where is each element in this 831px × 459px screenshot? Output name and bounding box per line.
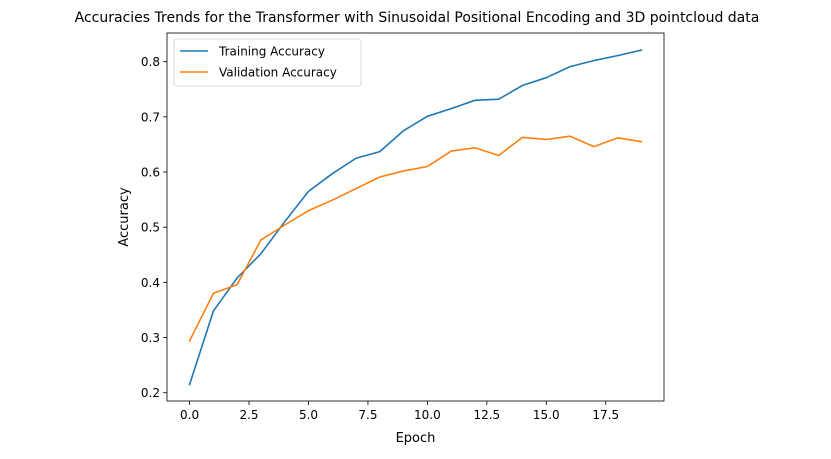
x-axis-ticks: 0.0 2.5 5.0 7.5 10.0 12.5 15.0 17.5 [180,401,619,422]
chart-title: Accuracies Trends for the Transformer wi… [75,10,760,26]
y-tick-label: 0.7 [141,110,160,124]
y-tick-label: 0.5 [141,221,160,235]
x-tick-label: 10.0 [414,408,441,422]
x-axis-label: Epoch [396,431,436,446]
y-tick-label: 0.8 [141,55,160,69]
legend-label: Training Accuracy [218,45,325,59]
plot-area-frame [166,32,665,402]
y-tick-label: 0.2 [141,386,160,400]
y-axis-ticks: 0.2 0.3 0.4 0.5 0.6 0.7 0.8 [141,55,167,400]
series-line-training-accuracy [188,49,643,386]
legend-label: Validation Accuracy [219,66,337,80]
y-tick-label: 0.4 [141,276,160,290]
series-lines [188,49,643,386]
x-tick-label: 12.5 [473,408,500,422]
y-axis-label: Accuracy [117,187,132,247]
y-tick-label: 0.3 [141,331,160,345]
series-line-validation-accuracy [188,135,643,342]
x-tick-label: 0.0 [180,408,199,422]
x-tick-label: 15.0 [533,408,560,422]
x-tick-label: 7.5 [358,408,377,422]
y-tick-label: 0.6 [141,166,160,180]
legend: Training Accuracy Validation Accuracy [173,38,362,87]
x-tick-label: 17.5 [592,408,619,422]
x-tick-label: 5.0 [299,408,318,422]
legend-box [173,38,362,87]
x-tick-label: 2.5 [239,408,258,422]
